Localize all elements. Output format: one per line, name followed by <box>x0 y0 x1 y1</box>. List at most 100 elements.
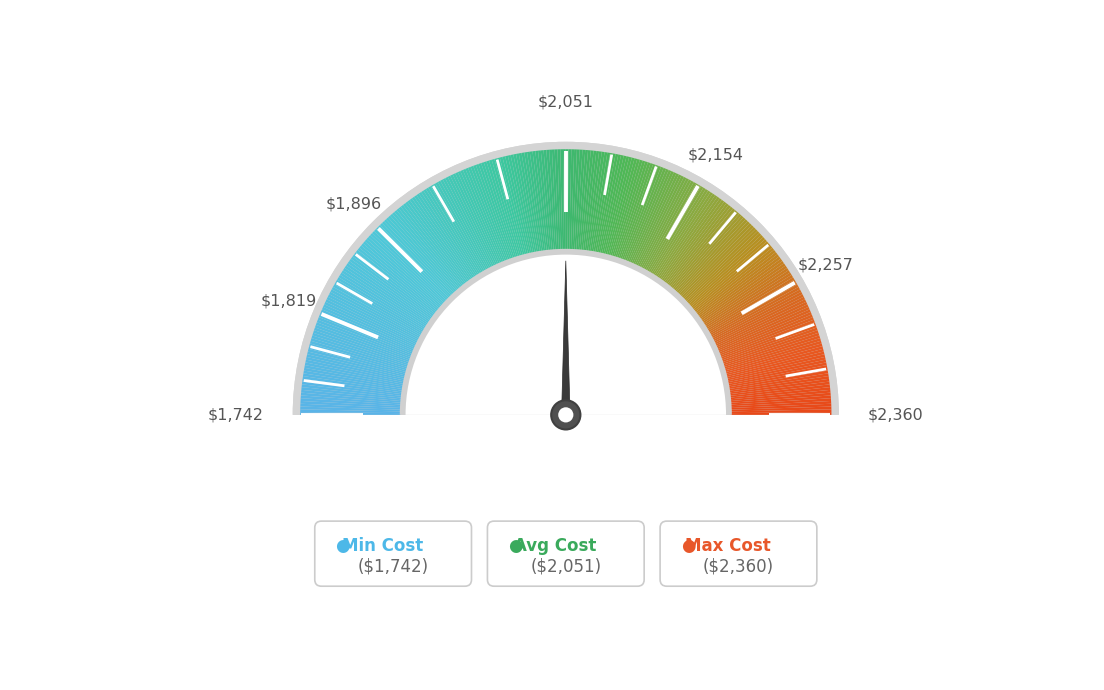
Wedge shape <box>306 359 405 382</box>
Wedge shape <box>666 204 729 285</box>
Wedge shape <box>704 273 792 328</box>
Wedge shape <box>693 248 774 313</box>
Wedge shape <box>731 404 831 410</box>
Text: ($2,360): ($2,360) <box>703 558 774 575</box>
Wedge shape <box>558 149 562 250</box>
Wedge shape <box>337 277 425 331</box>
Wedge shape <box>573 150 580 250</box>
Wedge shape <box>615 161 648 258</box>
Text: ●: ● <box>508 537 522 555</box>
Wedge shape <box>392 212 459 290</box>
Wedge shape <box>602 156 626 255</box>
Wedge shape <box>611 159 640 257</box>
Wedge shape <box>421 190 478 277</box>
Wedge shape <box>712 292 803 340</box>
Wedge shape <box>541 150 552 251</box>
Wedge shape <box>340 273 427 328</box>
Wedge shape <box>502 156 528 255</box>
Wedge shape <box>721 325 817 361</box>
Wedge shape <box>293 141 839 415</box>
Wedge shape <box>730 401 831 408</box>
Wedge shape <box>629 170 671 264</box>
Wedge shape <box>336 279 424 333</box>
Wedge shape <box>301 390 402 401</box>
Wedge shape <box>500 157 527 255</box>
Wedge shape <box>530 151 545 252</box>
Wedge shape <box>487 161 518 257</box>
Wedge shape <box>651 188 705 275</box>
Wedge shape <box>306 357 405 381</box>
Wedge shape <box>300 406 401 411</box>
Wedge shape <box>593 153 613 253</box>
Wedge shape <box>640 178 689 269</box>
Wedge shape <box>700 261 784 321</box>
Wedge shape <box>687 235 763 305</box>
Text: $1,742: $1,742 <box>208 407 264 422</box>
Wedge shape <box>649 186 703 274</box>
Wedge shape <box>323 304 416 348</box>
Wedge shape <box>730 390 830 401</box>
Wedge shape <box>563 149 565 250</box>
Wedge shape <box>355 250 437 314</box>
Wedge shape <box>466 168 506 262</box>
Wedge shape <box>729 373 829 391</box>
Wedge shape <box>348 261 432 321</box>
Wedge shape <box>524 152 542 252</box>
Wedge shape <box>683 229 757 301</box>
Wedge shape <box>543 150 554 250</box>
Wedge shape <box>513 154 535 253</box>
Wedge shape <box>359 246 439 311</box>
Wedge shape <box>730 398 831 406</box>
Wedge shape <box>723 338 821 369</box>
Wedge shape <box>712 294 804 342</box>
Wedge shape <box>300 398 402 406</box>
Wedge shape <box>636 175 681 266</box>
Wedge shape <box>300 409 401 413</box>
Wedge shape <box>692 246 773 311</box>
Wedge shape <box>532 151 546 251</box>
Wedge shape <box>730 387 830 400</box>
Wedge shape <box>435 182 487 271</box>
Wedge shape <box>470 166 508 261</box>
Wedge shape <box>598 155 622 254</box>
Wedge shape <box>519 153 539 253</box>
Wedge shape <box>697 254 779 317</box>
Wedge shape <box>612 160 643 257</box>
Text: ●: ● <box>336 537 350 555</box>
Wedge shape <box>719 315 813 354</box>
Wedge shape <box>728 362 827 384</box>
Wedge shape <box>312 333 410 366</box>
Wedge shape <box>328 294 420 342</box>
Wedge shape <box>354 252 436 315</box>
Wedge shape <box>656 192 713 277</box>
Wedge shape <box>682 227 755 299</box>
Wedge shape <box>605 157 631 255</box>
Wedge shape <box>580 150 591 251</box>
Wedge shape <box>333 284 423 335</box>
Wedge shape <box>412 197 471 281</box>
Wedge shape <box>424 189 479 276</box>
Wedge shape <box>671 210 737 289</box>
Wedge shape <box>302 376 403 393</box>
Wedge shape <box>728 365 827 386</box>
Wedge shape <box>637 176 683 267</box>
Wedge shape <box>339 275 426 330</box>
Wedge shape <box>433 184 485 273</box>
Wedge shape <box>546 150 555 250</box>
Wedge shape <box>361 244 440 310</box>
Wedge shape <box>344 266 429 324</box>
Wedge shape <box>372 231 447 302</box>
Wedge shape <box>455 172 499 265</box>
Wedge shape <box>662 200 724 283</box>
Wedge shape <box>352 254 435 317</box>
Wedge shape <box>302 373 403 391</box>
Wedge shape <box>302 379 403 394</box>
Wedge shape <box>725 346 824 374</box>
Wedge shape <box>654 190 711 277</box>
Wedge shape <box>301 393 402 403</box>
Wedge shape <box>311 335 408 367</box>
Wedge shape <box>378 225 450 298</box>
Wedge shape <box>310 338 408 369</box>
Wedge shape <box>595 153 616 253</box>
Wedge shape <box>314 328 411 362</box>
